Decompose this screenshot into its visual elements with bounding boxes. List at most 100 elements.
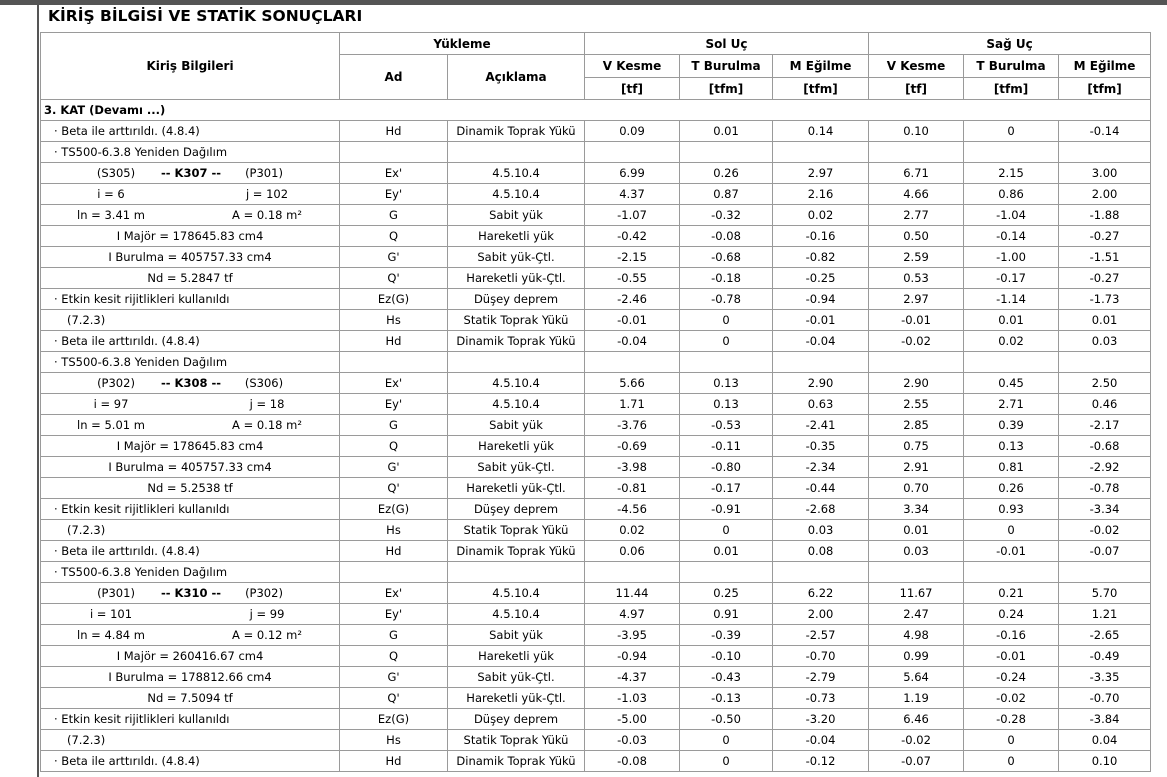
result-value xyxy=(963,561,1060,583)
result-value: -2.57 xyxy=(772,624,870,646)
unit-cell: [tfm] xyxy=(1058,77,1152,100)
table-row: · TS500-6.3.8 Yeniden Dağılım xyxy=(40,351,1152,373)
load-desc xyxy=(446,351,586,373)
header-cell: Sağ Uç xyxy=(868,32,1152,55)
result-value: -0.11 xyxy=(679,435,774,457)
load-name: Ez(G) xyxy=(339,708,448,730)
result-value: -0.39 xyxy=(679,624,774,646)
result-value: -0.17 xyxy=(679,477,774,499)
result-value: 3.34 xyxy=(868,498,965,520)
result-value: -2.65 xyxy=(1058,624,1152,646)
table-row: I Majör = 178645.83 cm4 Q Hareketli yük -0.… xyxy=(40,435,1152,457)
result-value: -0.02 xyxy=(963,687,1060,709)
result-value: 0.91 xyxy=(679,603,774,625)
result-value xyxy=(772,351,870,373)
result-value: -0.70 xyxy=(772,645,870,667)
load-name: Ez(G) xyxy=(339,498,448,520)
beam-info-cell: i = 6 j = 102 xyxy=(40,183,340,205)
beam-info-cell: I Majör = 178645.83 cm4 xyxy=(40,435,340,457)
result-value: 0.01 xyxy=(679,120,774,142)
table-row: i = 97 j = 18 Ey' 4.5.10.4 1.71 0.13 0.63 2.55 2… xyxy=(40,393,1152,415)
result-value xyxy=(1058,351,1152,373)
result-value: -0.32 xyxy=(679,204,774,226)
result-value xyxy=(584,561,681,583)
info-part: A = 0.12 m² xyxy=(232,628,302,642)
load-desc: Hareketli yük xyxy=(446,645,586,667)
result-value: -0.02 xyxy=(1058,519,1152,541)
beam-info-cell: ln = 4.84 m A = 0.12 m² xyxy=(40,624,340,646)
info-part: j = 18 xyxy=(249,397,285,411)
load-desc: Dinamik Toprak Yükü xyxy=(446,120,586,142)
beam-info-cell: · Etkin kesit rijitlikleri kullanıldı xyxy=(40,708,340,730)
result-value: -0.16 xyxy=(772,225,870,247)
result-value: -0.80 xyxy=(679,456,774,478)
load-desc: 4.5.10.4 xyxy=(446,603,586,625)
load-desc xyxy=(446,141,586,163)
result-value: -0.17 xyxy=(963,267,1060,289)
result-value: 0.13 xyxy=(679,393,774,415)
beam-info-cell: (7.2.3) xyxy=(40,309,340,331)
result-value: -0.02 xyxy=(868,729,965,751)
result-value: 2.90 xyxy=(772,372,870,394)
section-label: 3. KAT (Devamı ...) xyxy=(39,99,1152,121)
result-value xyxy=(1058,141,1152,163)
result-value: 5.66 xyxy=(584,372,681,394)
result-value xyxy=(679,351,774,373)
load-name: Ey' xyxy=(339,393,448,415)
result-value: 0.39 xyxy=(963,414,1060,436)
top-bar xyxy=(0,0,1167,5)
table-row: (7.2.3) Hs Statik Toprak Yükü -0.03 0 -0.04 -0… xyxy=(40,729,1152,751)
load-desc: Statik Toprak Yükü xyxy=(446,519,586,541)
load-name: G' xyxy=(339,246,448,268)
result-value: -0.14 xyxy=(1058,120,1152,142)
result-value: -0.25 xyxy=(772,267,870,289)
result-value: 0.01 xyxy=(963,309,1060,331)
result-value: 5.70 xyxy=(1058,582,1152,604)
header-cell: T Burulma xyxy=(963,54,1060,78)
result-value: 0.93 xyxy=(963,498,1060,520)
load-desc: Sabit yük xyxy=(446,624,586,646)
table-row: · Etkin kesit rijitlikleri kullanıldı Ez(… xyxy=(40,288,1152,310)
result-value xyxy=(679,561,774,583)
result-value: 3.00 xyxy=(1058,162,1152,184)
load-name: Q xyxy=(339,645,448,667)
header-row: Ad Açıklama V Kesme T Burulma M Eğilme V… xyxy=(41,54,1152,100)
load-name: Q' xyxy=(339,267,448,289)
result-value: 0.99 xyxy=(868,645,965,667)
result-value: 0.21 xyxy=(963,582,1060,604)
load-desc: 4.5.10.4 xyxy=(446,393,586,415)
result-value xyxy=(772,141,870,163)
table-row: i = 6 j = 102 Ey' 4.5.10.4 4.37 0.87 2.16 4.66 0… xyxy=(40,183,1152,205)
load-desc: Sabit yük xyxy=(446,204,586,226)
table-row: (7.2.3) Hs Statik Toprak Yükü 0.02 0 0.03 0.01… xyxy=(40,519,1152,541)
info-part: (P302) xyxy=(245,586,283,600)
result-value: 0.25 xyxy=(679,582,774,604)
table-body: 3. KAT (Devamı ...) · Beta ile arttırıld… xyxy=(39,99,1152,772)
result-value: 0.53 xyxy=(868,267,965,289)
beam-info-cell: (7.2.3) xyxy=(40,519,340,541)
result-value xyxy=(868,141,965,163)
result-value: -0.28 xyxy=(963,708,1060,730)
load-desc: Düşey deprem xyxy=(446,288,586,310)
header-cell: V Kesme xyxy=(584,54,681,78)
result-value: 6.71 xyxy=(868,162,965,184)
table-row: I Majör = 178645.83 cm4 Q Hareketli yük -0.… xyxy=(40,225,1152,247)
result-value: 0.03 xyxy=(868,540,965,562)
beam-info-cell: i = 101 j = 99 xyxy=(40,603,340,625)
result-value: -3.34 xyxy=(1058,498,1152,520)
result-value: 0.01 xyxy=(679,540,774,562)
report-title: KİRİŞ BİLGİSİ VE STATİK SONUÇLARI xyxy=(48,7,363,25)
result-value: 0.08 xyxy=(772,540,870,562)
beam-info-cell: · Etkin kesit rijitlikleri kullanıldı xyxy=(40,498,340,520)
info-part: -- K307 -- xyxy=(160,166,222,180)
beam-info-cell: I Burulma = 178812.66 cm4 xyxy=(40,666,340,688)
result-value: -3.84 xyxy=(1058,708,1152,730)
result-value: 0.01 xyxy=(1058,309,1152,331)
result-value: 4.97 xyxy=(584,603,681,625)
load-name: Hd xyxy=(339,750,448,772)
load-name: G' xyxy=(339,666,448,688)
load-name: Hd xyxy=(339,330,448,352)
result-value: -0.55 xyxy=(584,267,681,289)
